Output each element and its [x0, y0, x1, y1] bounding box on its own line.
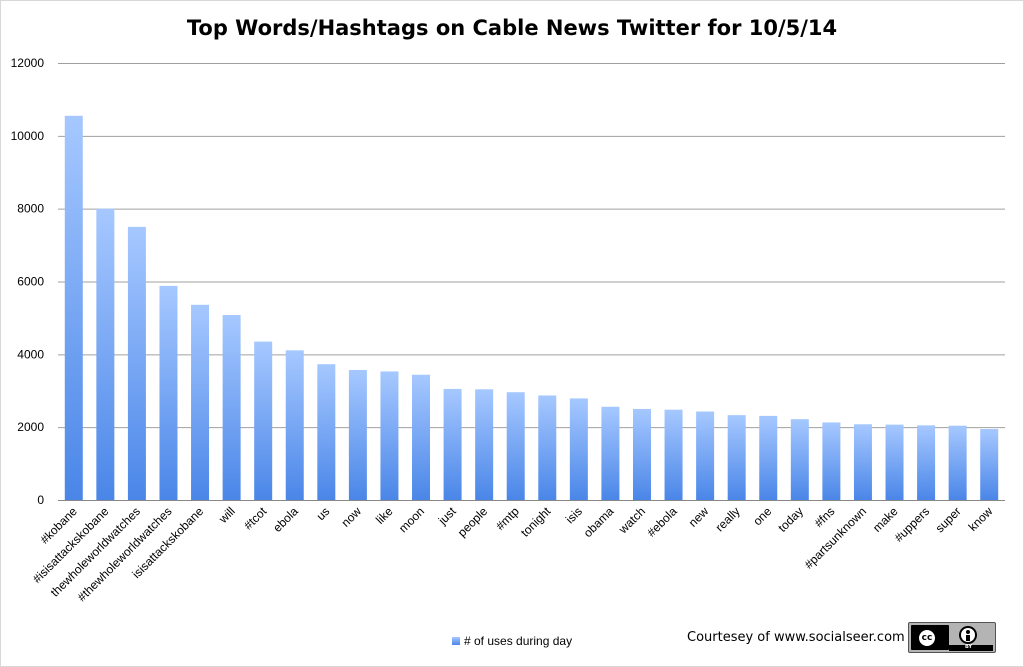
bar: [853, 424, 872, 500]
bar: [348, 369, 367, 500]
x-category-label: new: [686, 504, 712, 530]
x-category-label: #ebola: [644, 504, 680, 540]
x-category-label: will: [215, 504, 237, 526]
y-tick-label: 0: [37, 493, 44, 507]
bar: [159, 285, 178, 500]
bar: [412, 374, 431, 500]
bar: [601, 406, 620, 500]
legend-label: # of uses during day: [464, 634, 573, 648]
x-category-label: now: [339, 504, 365, 530]
x-category-label: obama: [581, 504, 617, 540]
x-category-label: #fns: [812, 504, 838, 530]
x-category-label: isis: [563, 504, 585, 526]
bar: [632, 408, 651, 500]
credit-text: Courtesey of www.socialseer.com: [687, 630, 905, 645]
x-category-label: #uppers: [892, 504, 933, 545]
bar: [727, 415, 746, 500]
y-tick-label: 4000: [17, 347, 44, 361]
by-text: BY: [965, 644, 973, 650]
y-tick-label: 10000: [11, 129, 45, 143]
chart-title: Top Words/Hashtags on Cable News Twitter…: [186, 16, 838, 40]
cc-license-badge: cc BY: [908, 622, 996, 653]
bar: [191, 304, 210, 500]
x-category-label: us: [314, 504, 333, 523]
bar: [285, 350, 304, 500]
x-category-label: #tcot: [241, 504, 270, 533]
bar: [380, 371, 399, 500]
bar: [664, 409, 683, 500]
x-category-label: one: [750, 504, 774, 528]
x-category-label: ebola: [270, 504, 301, 535]
x-category-label: just: [435, 504, 459, 528]
bar: [948, 425, 967, 500]
bar: [980, 428, 999, 500]
bar: [917, 425, 936, 500]
bar: [222, 315, 241, 500]
x-category-label: people: [455, 504, 491, 540]
x-category-label: watch: [615, 504, 648, 537]
bar: [569, 398, 588, 500]
bar: [506, 392, 525, 500]
cc-badge-left: cc: [911, 625, 949, 650]
bar: [790, 419, 809, 500]
by-bar: [949, 645, 993, 651]
x-category-label: today: [775, 504, 806, 535]
legend: # of uses during day: [452, 634, 572, 648]
x-category-label: really: [713, 504, 743, 534]
legend-swatch: [452, 637, 460, 645]
bar: [696, 411, 715, 500]
bar: [254, 341, 273, 500]
bar: [538, 395, 557, 500]
x-category-label: like: [373, 504, 396, 527]
y-tick-label: 12000: [11, 56, 45, 70]
bar: [885, 424, 904, 500]
bar: [822, 422, 841, 500]
bar: [443, 388, 462, 500]
y-tick-label: 8000: [17, 202, 44, 216]
x-category-label: tonight: [518, 504, 554, 540]
y-tick-label: 6000: [17, 275, 44, 289]
y-tick-label: 2000: [17, 420, 44, 434]
bar: [127, 226, 146, 500]
bar: [96, 208, 115, 500]
bar: [475, 389, 494, 500]
cc-icon: cc: [917, 628, 937, 648]
bar: [759, 415, 778, 500]
x-category-label: moon: [396, 504, 427, 535]
bar: [317, 364, 336, 500]
attribution-icon: [959, 626, 977, 644]
x-category-label: super: [933, 504, 964, 535]
x-category-label: know: [966, 504, 996, 534]
bar: [64, 115, 83, 500]
